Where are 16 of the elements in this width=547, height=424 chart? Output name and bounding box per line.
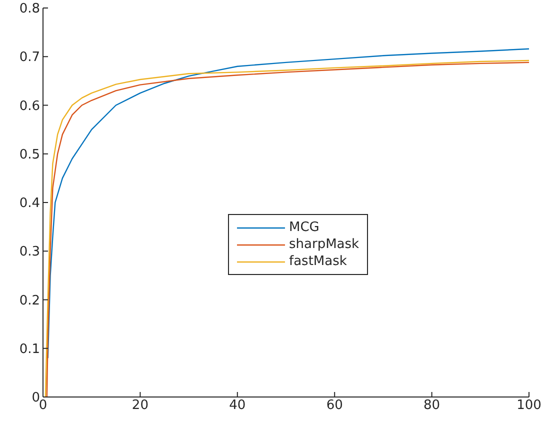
y-tick-label: 0.4 [19,196,40,212]
y-tick-label: 0.1 [19,342,40,357]
y-tick-label: 0.8 [19,2,40,17]
legend-label: sharpMask [289,236,360,253]
legend-label: fastMask [289,253,347,270]
x-tick-label: 80 [424,398,440,414]
y-tick-label: 0.2 [19,293,40,308]
y-tick-label: 0.7 [19,50,40,66]
x-tick-label: 60 [326,398,343,414]
y-tick-label: 0.6 [19,98,40,114]
legend-label: MCG [289,219,320,236]
y-tick-label: 0.3 [19,244,40,260]
x-tick-label: 100 [516,398,542,414]
x-tick-label: 20 [132,398,148,414]
x-tick-label: 40 [229,398,246,414]
y-tick-label: 0.5 [19,147,40,162]
